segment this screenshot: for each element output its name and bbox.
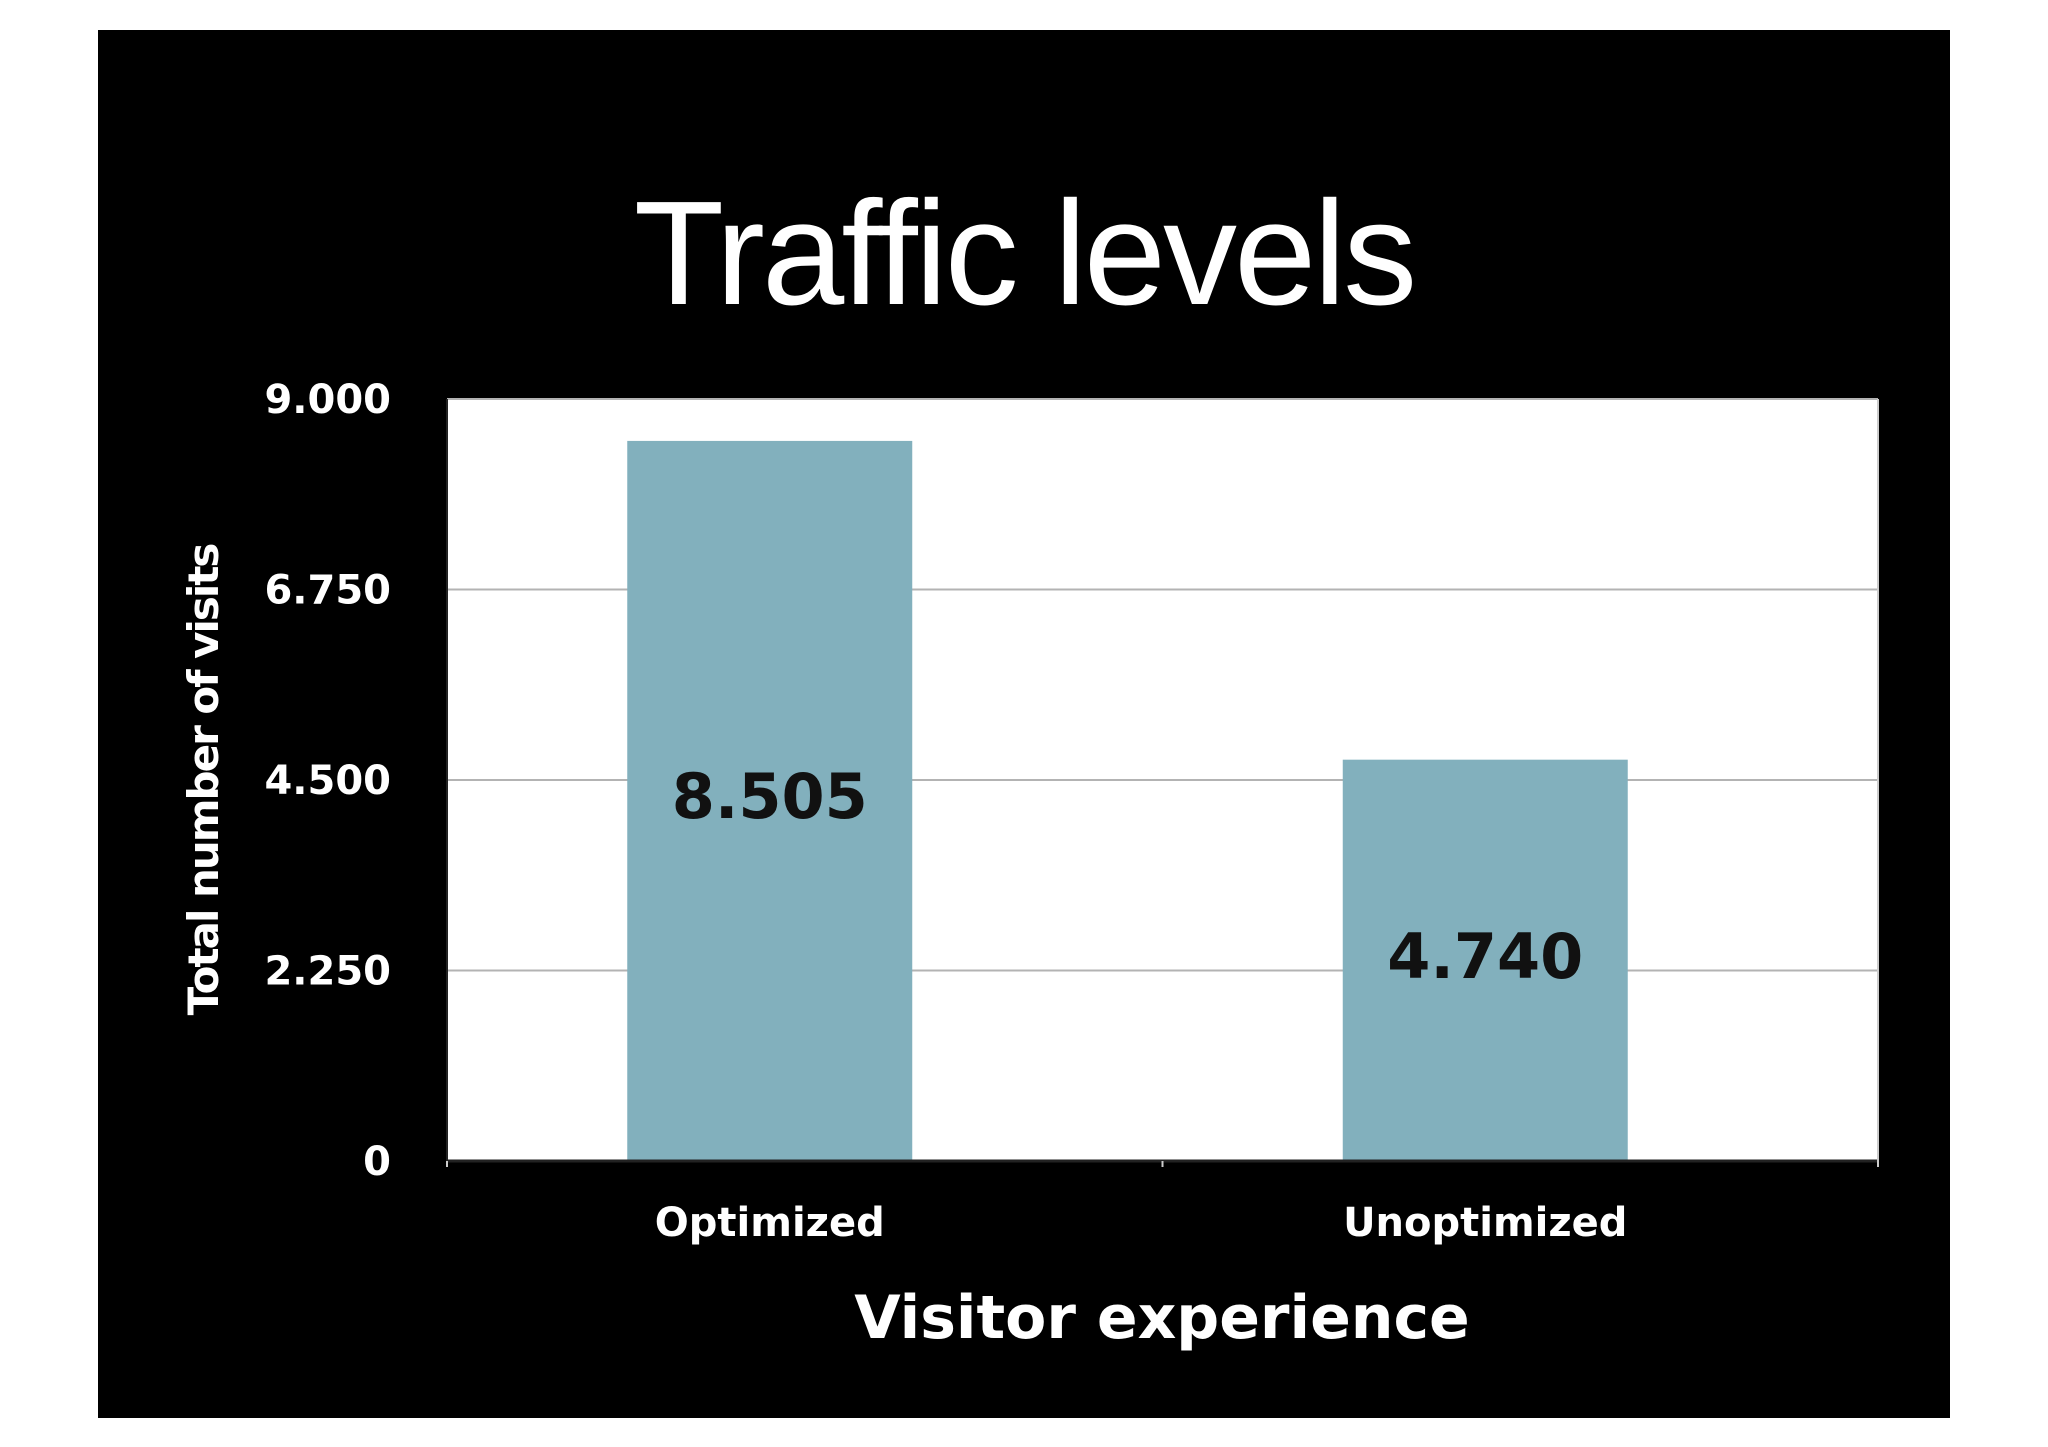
bar-unoptimized	[1342, 759, 1628, 1161]
x-tick-label: Unoptimized	[1343, 1200, 1627, 1246]
data-label: 8.505	[672, 760, 868, 833]
y-tick-label: 2.250	[264, 949, 391, 995]
data-label: 4.740	[1387, 920, 1583, 993]
x-axis-label: Visitor experience	[854, 1283, 1469, 1353]
bar-optimized	[627, 440, 913, 1161]
chart-title: Traffic levels	[633, 171, 1417, 336]
y-tick-label: 6.750	[264, 568, 391, 614]
y-tick-label: 4.500	[264, 758, 391, 804]
x-tick-label: Optimized	[655, 1200, 885, 1246]
y-tick-label: 9.000	[264, 377, 391, 423]
y-axis-label: Total number of visits	[179, 544, 228, 1016]
y-tick-label: 0	[363, 1139, 391, 1185]
